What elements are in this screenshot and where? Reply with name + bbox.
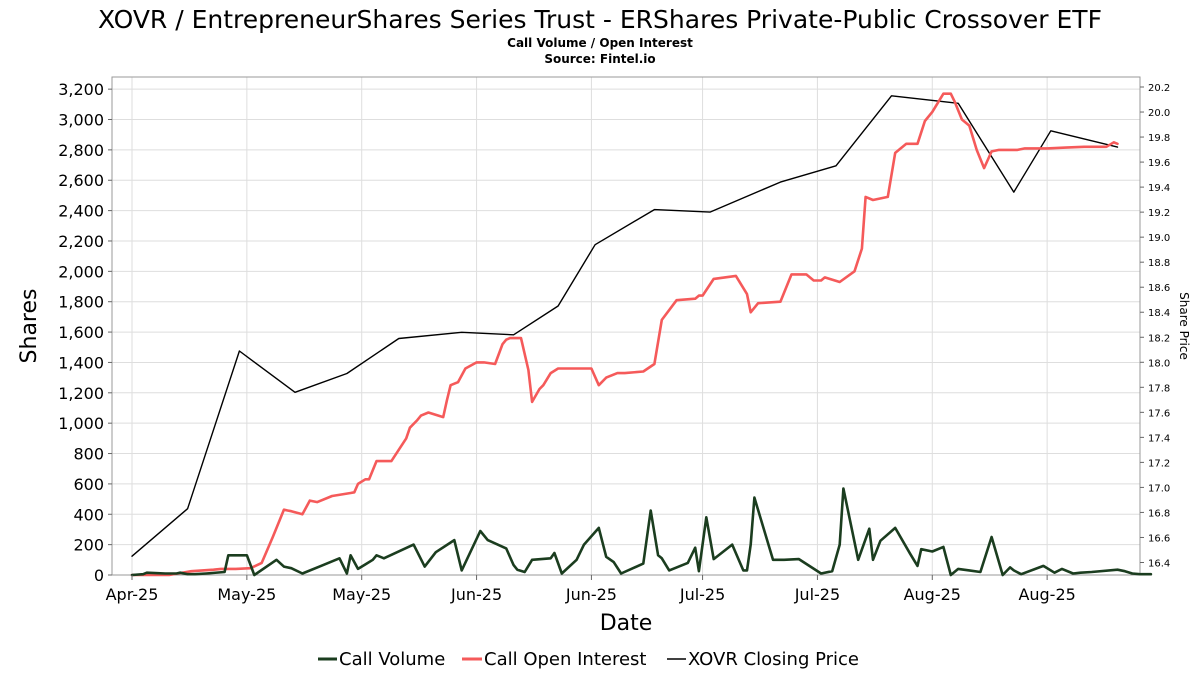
left-axis-ticks: 0 200 400 600 800 1,000 1,200 1,400 1,600 1,800 2,…: [58, 80, 112, 585]
y-tick-label: 3,000: [58, 111, 104, 130]
y2-tick-label: 16.4: [1148, 558, 1170, 569]
y-tick-label: 1,600: [58, 323, 104, 342]
legend: Call Volume Call Open Interest XOVR Clos…: [318, 649, 859, 670]
y-tick-label: 1,000: [58, 414, 104, 433]
x-tick-label: Aug-25: [1018, 585, 1075, 604]
x-tick-label: Jul-25: [679, 585, 725, 604]
y2-tick-label: 18.4: [1148, 308, 1170, 319]
y2-tick-label: 18.0: [1148, 358, 1170, 369]
y-tick-label: 2,200: [58, 232, 104, 251]
y2-tick-label: 18.2: [1148, 333, 1170, 344]
y2-tick-label: 20.0: [1148, 108, 1170, 119]
legend-closing-price: XOVR Closing Price: [688, 649, 859, 670]
y2-tick-label: 19.0: [1148, 233, 1170, 244]
y2-tick-label: 17.2: [1148, 458, 1170, 469]
y2-tick-label: 18.6: [1148, 283, 1170, 294]
chart-subtitle: Call Volume / Open Interest: [507, 36, 693, 50]
right-axis-ticks: 16.4 16.6 16.8 17.0 17.2 17.4 17.6 17.8 18.0 18.2…: [1140, 83, 1170, 569]
y-tick-label: 1,200: [58, 384, 104, 403]
y2-tick-label: 19.6: [1148, 158, 1170, 169]
y2-tick-label: 18.8: [1148, 258, 1170, 269]
y-axis-label: Shares: [17, 289, 42, 364]
x-axis-ticks: Apr-25 May-25 May-25 Jun-25 Jun-25 Jul-25 Jul-…: [106, 575, 1076, 604]
series-line-call-volume: [130, 487, 1153, 577]
x-tick-label: Jun-25: [565, 585, 617, 604]
x-tick-label: May-25: [217, 585, 276, 604]
plot-area: [111, 76, 1141, 576]
x-tick-label: Jun-25: [450, 585, 502, 604]
y2-axis-label: Share Price: [1177, 292, 1191, 360]
y2-tick-label: 16.6: [1148, 533, 1170, 544]
x-tick-label: Aug-25: [904, 585, 961, 604]
y-tick-label: 800: [73, 445, 104, 464]
y-tick-label: 2,000: [58, 262, 104, 281]
x-tick-label: Jul-25: [794, 585, 840, 604]
series-line-call-open-interest: [130, 92, 1119, 577]
y-tick-label: 600: [73, 475, 104, 494]
legend-call-volume: Call Volume: [339, 649, 445, 670]
y2-tick-label: 16.8: [1148, 508, 1170, 519]
y-tick-label: 200: [73, 536, 104, 555]
chart-source: Source: Fintel.io: [544, 52, 655, 66]
y2-tick-label: 19.4: [1148, 183, 1170, 194]
y2-tick-label: 17.8: [1148, 383, 1170, 394]
y2-tick-label: 19.8: [1148, 133, 1170, 144]
x-tick-label: May-25: [332, 585, 391, 604]
y-tick-label: 2,600: [58, 171, 104, 190]
y-tick-label: 3,200: [58, 80, 104, 99]
y2-tick-label: 17.0: [1148, 483, 1170, 494]
y2-tick-label: 17.4: [1148, 433, 1170, 444]
y-tick-label: 2,800: [58, 141, 104, 160]
y-tick-label: 1,400: [58, 353, 104, 372]
legend-call-open-interest: Call Open Interest: [484, 649, 646, 670]
y2-tick-label: 19.2: [1148, 208, 1170, 219]
series-layer: [130, 92, 1153, 577]
y-tick-label: 1,800: [58, 293, 104, 312]
chart-title: XOVR / EntrepreneurShares Series Trust -…: [98, 5, 1102, 34]
y-tick-label: 2,400: [58, 202, 104, 221]
y2-tick-label: 20.2: [1148, 83, 1170, 94]
gridlines: [112, 77, 1140, 576]
series-line-xovr-closing-price: [131, 95, 1119, 557]
x-axis-label: Date: [600, 611, 653, 636]
x-tick-label: Apr-25: [106, 585, 159, 604]
y-tick-label: 0: [94, 566, 104, 585]
y2-tick-label: 17.6: [1148, 408, 1170, 419]
y-tick-label: 400: [73, 505, 104, 524]
